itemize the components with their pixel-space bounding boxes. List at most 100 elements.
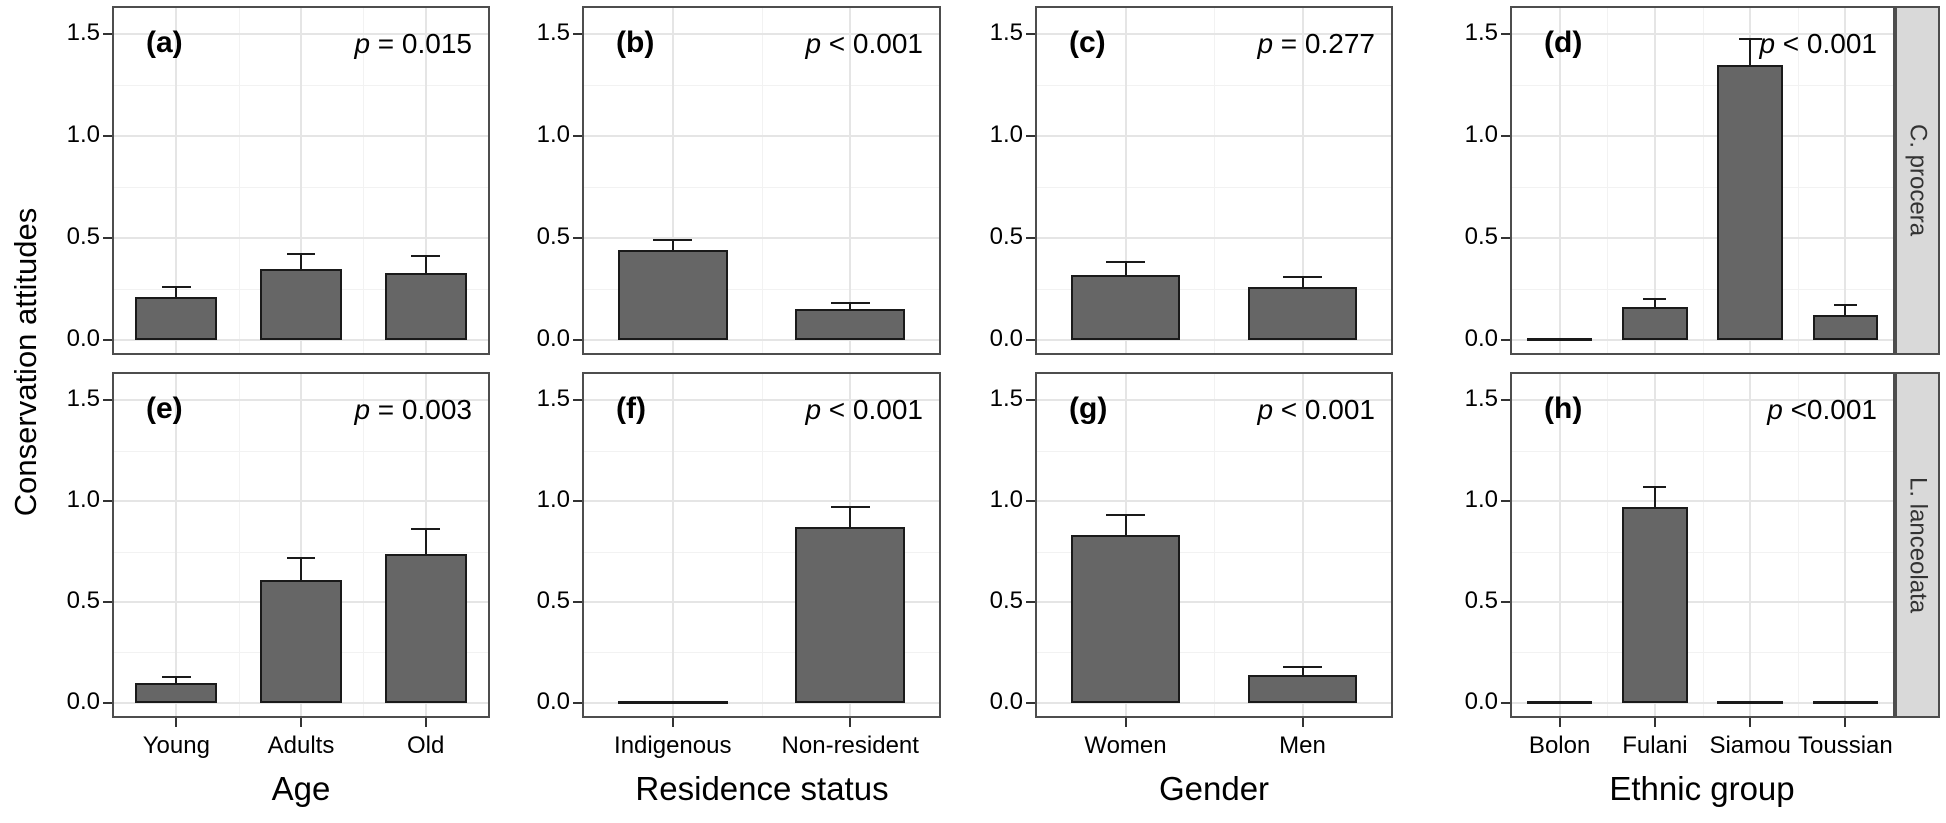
y-tick-mark — [1026, 701, 1035, 704]
y-tick-label: 1.0 — [989, 121, 1023, 149]
x-tick-label: Women — [1084, 732, 1167, 759]
error-bar-cap — [161, 285, 191, 288]
error-bar-cap — [653, 239, 692, 242]
y-tick-mark — [1501, 135, 1510, 138]
y-tick-label: 1.5 — [536, 385, 570, 413]
gridline-major — [175, 8, 178, 353]
panel-letter: (c) — [1069, 26, 1106, 59]
panel-g: 1.5 1.0 0.5 0.0 Women Men (g) p < 0.001 — [990, 372, 1393, 759]
y-tick-mark — [1026, 33, 1035, 36]
bar-women — [1070, 535, 1181, 703]
y-tick-mark — [1501, 701, 1510, 704]
bar-bolon-zero — [1526, 338, 1593, 342]
x-tick-label: Indigenous — [614, 732, 732, 759]
x-tick-label: Young — [142, 732, 210, 759]
gridline-minor — [1797, 8, 1799, 353]
y-tick-label: 1.5 — [989, 385, 1023, 413]
gridline-major — [1749, 374, 1752, 716]
gridline-minor — [1702, 374, 1704, 716]
panel-letter: (a) — [146, 26, 183, 59]
gridline-major — [1037, 399, 1391, 402]
gridline-major — [1512, 338, 1893, 341]
y-tick-label: 0.0 — [989, 687, 1023, 715]
y-tick-label: 0.5 — [536, 223, 570, 250]
error-bar-cap — [286, 253, 316, 256]
p-value-label: p < 0.001 — [805, 28, 923, 59]
gridline-major — [584, 399, 939, 402]
error-bar-line — [849, 507, 852, 528]
bar-old — [384, 272, 467, 340]
y-tick-mark — [1026, 338, 1035, 341]
y-tick-mark — [103, 135, 112, 138]
gridline-major — [1301, 374, 1304, 716]
gridline-major — [1558, 8, 1561, 353]
bar-non-resident — [795, 527, 906, 703]
gridline-major — [1512, 601, 1893, 603]
y-tick-label: 1.5 — [66, 385, 100, 413]
x-tick-label: Bolon — [1528, 732, 1591, 759]
y-tick-label: 1.0 — [536, 121, 570, 149]
y-tick-mark — [1026, 135, 1035, 138]
error-bar-line — [1301, 666, 1304, 675]
x-tick-label: Toussian — [1798, 732, 1893, 759]
gridline-major — [1037, 701, 1391, 704]
bar-fulani — [1622, 507, 1688, 703]
panel-letter: (g) — [1069, 392, 1108, 425]
y-tick-mark — [573, 237, 582, 239]
x-tick-mark — [1844, 718, 1847, 727]
y-tick-label: 0.5 — [989, 223, 1023, 250]
gridline-major — [1512, 33, 1893, 36]
error-bar-cap — [1283, 665, 1322, 668]
panel-letter: (h) — [1544, 392, 1583, 425]
y-tick-mark — [573, 338, 582, 341]
y-tick-mark — [1501, 399, 1510, 402]
y-tick-label: 1.5 — [536, 19, 570, 47]
gridline-major — [1512, 701, 1893, 704]
error-bar-line — [671, 240, 674, 251]
gridline-minor — [761, 8, 763, 353]
y-tick-mark — [1501, 500, 1510, 503]
p-value-label: p = 0.277 — [1257, 28, 1375, 59]
gridline-major — [1844, 374, 1847, 716]
bar-toussian — [1812, 315, 1879, 340]
panel-a: 1.5 1.0 0.5 0.0 (a) p = 0.015 — [67, 6, 490, 355]
x-tick-mark — [1124, 718, 1127, 727]
error-bar-line — [300, 254, 302, 269]
error-bar-line — [424, 529, 427, 554]
error-bar-line — [1301, 276, 1304, 287]
y-tick-label: 1.5 — [1464, 19, 1498, 47]
y-tick-label: 0.0 — [536, 687, 570, 715]
error-bar-cap — [286, 556, 316, 559]
facet-strip-l-lanceolata: L. lanceolata — [1895, 372, 1940, 718]
x-axis-title-gender: Gender — [1158, 770, 1270, 807]
y-tick-label: 1.0 — [1464, 486, 1498, 514]
error-bar-line — [1653, 299, 1656, 308]
error-bar-line — [175, 676, 178, 683]
bar-toussian-zero — [1812, 701, 1879, 705]
gridline-major — [584, 701, 939, 704]
error-bar-cap — [1643, 298, 1667, 301]
bar-bolon-zero — [1526, 701, 1593, 705]
gridline-major — [671, 374, 674, 716]
y-tick-label: 1.0 — [1464, 121, 1498, 149]
gridline-major — [1037, 237, 1391, 239]
y-tick-mark — [1026, 237, 1035, 239]
gridline-minor — [363, 8, 365, 353]
panel-h: 1.5 1.0 0.5 0.0 Bolon Fulani Siamou Toussian (h)… — [1465, 372, 1895, 759]
y-tick-mark — [103, 601, 112, 603]
bar-women — [1070, 274, 1181, 340]
gridline-minor — [761, 374, 763, 716]
y-tick-label: 1.0 — [536, 486, 570, 514]
gridline-major — [671, 8, 674, 353]
gridline-major — [1037, 135, 1391, 138]
bar-young — [135, 682, 218, 703]
error-bar-line — [1124, 262, 1127, 275]
error-bar-cap — [161, 675, 191, 678]
bar-old — [384, 553, 467, 703]
bar-fulani — [1622, 307, 1688, 340]
gridline-major — [1512, 399, 1893, 402]
gridline-minor — [1702, 8, 1704, 353]
p-value-label: p < 0.001 — [805, 394, 923, 425]
y-tick-mark — [103, 33, 112, 36]
